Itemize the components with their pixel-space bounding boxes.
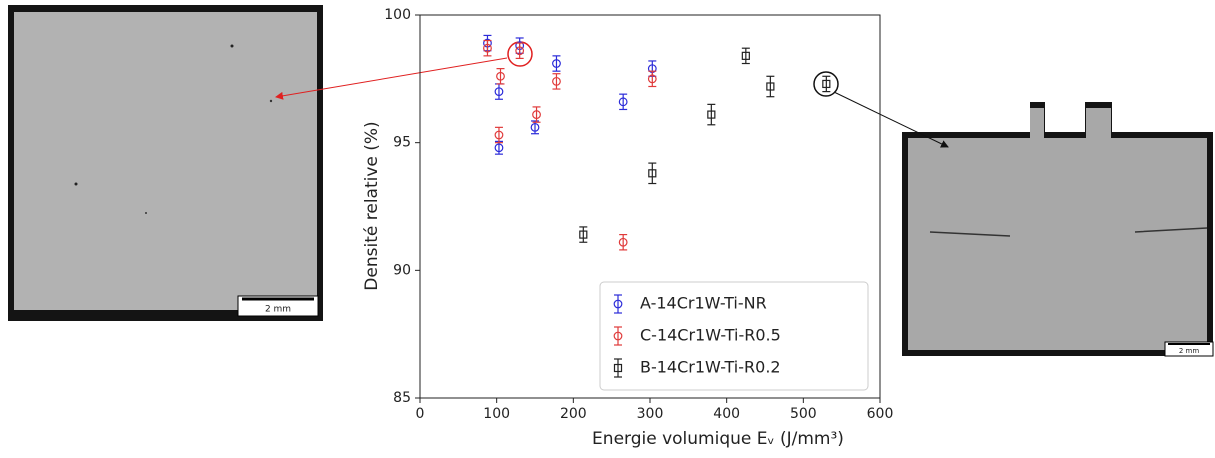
error-bar xyxy=(619,93,628,111)
error-bar xyxy=(552,73,561,90)
y-tick-label: 95 xyxy=(393,135,411,151)
x-tick-label: 0 xyxy=(416,406,425,422)
image-surface xyxy=(908,108,1207,350)
marker xyxy=(530,122,540,132)
scale-label: 2 mm xyxy=(1179,347,1199,355)
error-bar xyxy=(579,226,588,243)
x-tick-label: 600 xyxy=(867,406,894,422)
pore xyxy=(145,212,147,214)
marker xyxy=(647,74,657,84)
error-bar xyxy=(741,47,750,65)
error-bar xyxy=(619,233,628,251)
marker xyxy=(618,237,628,247)
x-tick-label: 400 xyxy=(713,406,740,422)
legend-label: A-14Cr1W-Ti-NR xyxy=(640,294,767,313)
marker xyxy=(579,230,588,239)
marker xyxy=(707,110,716,119)
marker xyxy=(552,76,561,86)
highlight-circle xyxy=(813,71,839,97)
x-axis-label: Energie volumique Eᵥ (J/mm³) xyxy=(592,429,844,449)
error-bar xyxy=(648,162,657,185)
error-bar xyxy=(766,75,775,98)
arrow xyxy=(275,57,508,100)
error-bar xyxy=(532,106,541,123)
error-bar xyxy=(648,70,657,88)
image-surface xyxy=(14,12,317,310)
error-bar xyxy=(494,140,503,155)
scale-box xyxy=(1164,341,1214,357)
marker xyxy=(613,299,623,309)
y-tick-label: 100 xyxy=(384,7,411,23)
x-tick-label: 300 xyxy=(637,406,664,422)
error-bar xyxy=(494,83,503,100)
legend-label: C-14Cr1W-Ti-R0.5 xyxy=(640,326,781,345)
arrow xyxy=(833,91,949,148)
scale-label: 2 mm xyxy=(265,305,291,315)
y-tick-label: 85 xyxy=(393,390,411,406)
pore xyxy=(74,182,78,186)
marker xyxy=(741,51,750,60)
x-tick-label: 200 xyxy=(560,406,587,422)
legend-box xyxy=(599,281,869,391)
pore xyxy=(230,44,234,48)
legend-icon xyxy=(613,358,623,378)
marker xyxy=(613,331,623,341)
pore xyxy=(269,99,273,103)
x-tick-label: 100 xyxy=(483,406,510,422)
plot: 0 100 200 300 400 500 600 85 90 95 100 A-14Cr1W-Ti-… xyxy=(384,7,893,422)
scale-box xyxy=(237,295,319,317)
marker xyxy=(552,59,561,68)
marker xyxy=(494,130,504,140)
y-axis-label: Densité relative (%) xyxy=(362,121,382,290)
error-bar xyxy=(822,75,831,93)
error-bar xyxy=(707,103,716,126)
legend-icon xyxy=(613,294,623,314)
error-bar xyxy=(494,126,503,144)
marker xyxy=(618,97,628,107)
y-tick-label: 90 xyxy=(393,262,411,278)
marker xyxy=(822,79,831,89)
error-bar xyxy=(531,120,539,135)
marker xyxy=(494,143,504,153)
marker xyxy=(766,82,775,91)
error-bar xyxy=(483,39,492,57)
marker xyxy=(648,169,657,178)
marker xyxy=(532,110,541,119)
legend-icon xyxy=(613,326,623,346)
error-bar xyxy=(496,68,505,85)
legend-label: B-14Cr1W-Ti-R0.2 xyxy=(640,358,781,377)
marker xyxy=(613,363,623,373)
error-bar xyxy=(552,55,561,72)
x-tick-label: 500 xyxy=(790,406,817,422)
marker xyxy=(494,87,504,96)
micrograph-right: 2 mm xyxy=(902,102,1214,357)
crack xyxy=(929,227,1208,237)
marker xyxy=(496,71,505,81)
micrograph-left: 2 mm xyxy=(8,5,323,321)
error-bar xyxy=(515,42,524,60)
marker xyxy=(483,43,492,53)
marker xyxy=(515,46,525,56)
